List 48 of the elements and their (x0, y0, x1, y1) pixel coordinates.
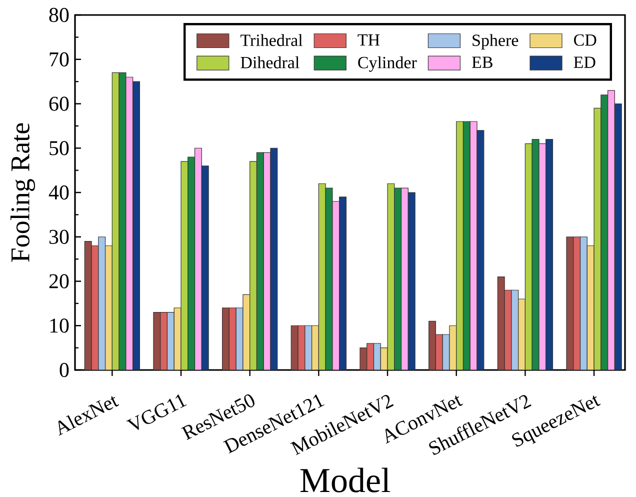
bar (436, 334, 443, 370)
legend-label: EB (472, 56, 492, 68)
bar (463, 122, 470, 370)
legend-label: Trihedral (240, 34, 303, 46)
legend-label: CD (574, 34, 596, 46)
legend-label: TH (358, 34, 380, 46)
bar (228, 308, 236, 370)
bar (573, 236, 581, 370)
y-tick-label: 70 (50, 52, 69, 66)
bar (132, 81, 140, 370)
bar (400, 188, 408, 370)
y-tick-label: 30 (49, 230, 69, 244)
bar (373, 343, 381, 370)
y-tick-label: 60 (49, 96, 69, 111)
bar (160, 312, 168, 370)
bar (456, 122, 464, 370)
bar (304, 325, 312, 370)
legend-label: ED (574, 56, 596, 68)
legend-label: Sphere (472, 34, 518, 50)
bar (250, 161, 258, 370)
bar (312, 325, 319, 370)
bar (608, 90, 615, 370)
legend-label: Dihedral (240, 56, 300, 68)
bar (104, 245, 112, 370)
y-tick-label: 0 (60, 362, 69, 378)
y-tick-label: 20 (49, 274, 69, 288)
bar (394, 188, 402, 370)
bar (256, 152, 264, 370)
y-tick-label: 40 (48, 185, 69, 200)
legend-label: Cylinder (358, 56, 417, 72)
bar (600, 94, 608, 370)
bar (222, 308, 230, 370)
bar (339, 196, 347, 370)
bar (166, 312, 174, 370)
bar (428, 321, 436, 370)
bar (366, 343, 374, 370)
bar (580, 236, 588, 370)
x-axis-title: Model (300, 468, 390, 492)
bar (518, 298, 526, 370)
bar (546, 138, 554, 370)
y-tick-label: 50 (50, 141, 69, 156)
y-tick-label: 10 (50, 318, 69, 333)
y-axis-title: Fooling Rate (10, 123, 36, 262)
bar (98, 236, 106, 370)
bar (524, 143, 532, 370)
bar (194, 148, 202, 370)
bar (188, 156, 196, 370)
y-tick-label: 80 (49, 8, 69, 22)
